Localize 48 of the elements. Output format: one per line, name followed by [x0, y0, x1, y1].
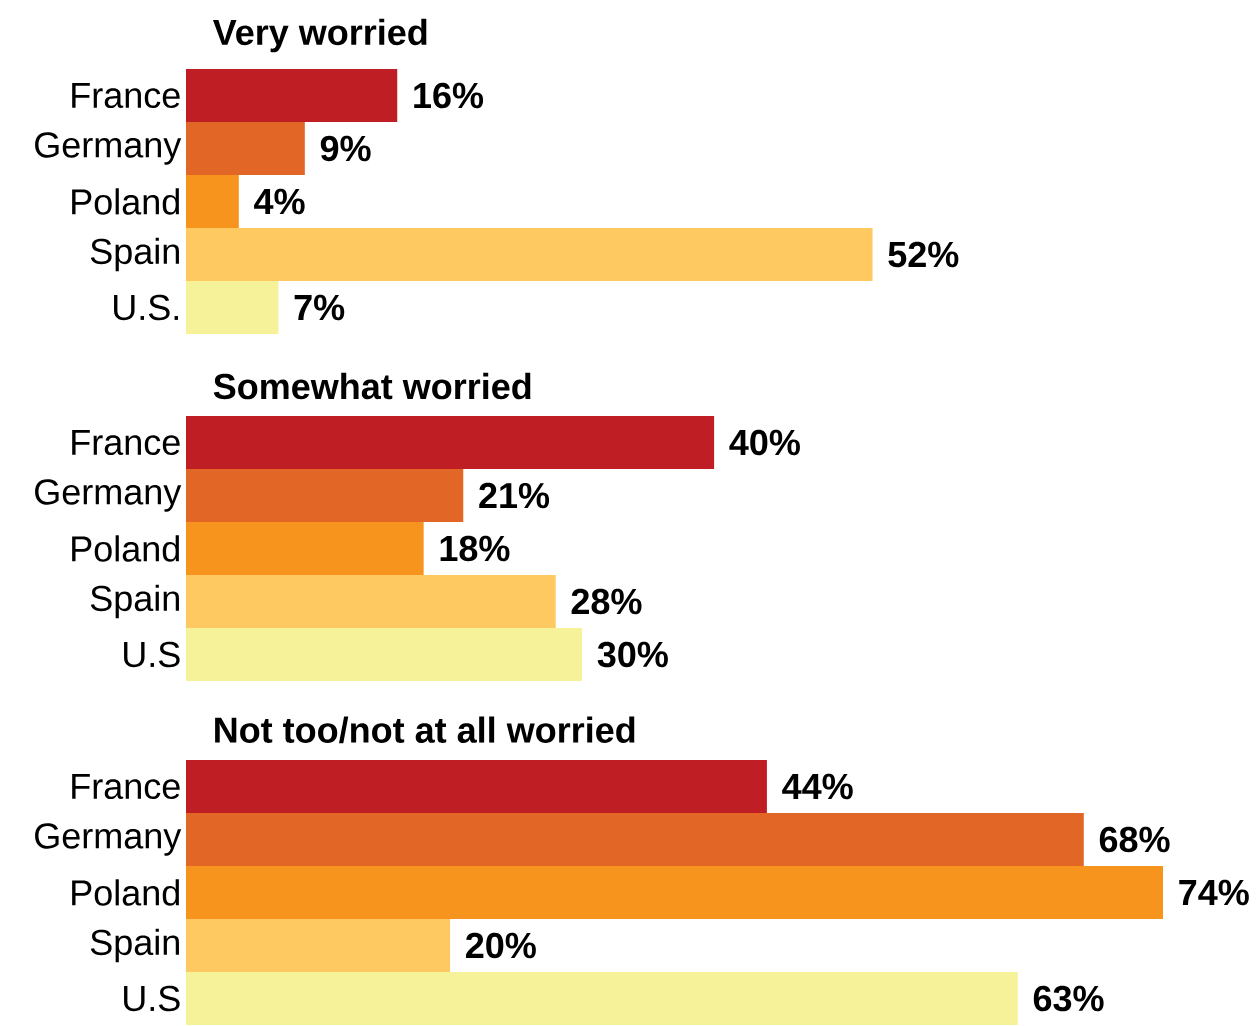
data-label: 30%: [597, 641, 668, 668]
y-tick-label: Germany: [35, 823, 182, 856]
bar: [186, 972, 1018, 1026]
bar: [186, 866, 1163, 920]
y-tick-label: France: [72, 773, 180, 800]
data-label: 52%: [888, 241, 959, 268]
y-tick-label: U.S.: [114, 294, 178, 321]
data-label: 16%: [414, 82, 484, 109]
bar: [186, 122, 305, 175]
y-tick-label: U.S: [124, 641, 180, 668]
bar: [186, 416, 715, 469]
y-tick-label: Germany: [35, 479, 182, 512]
y-tick-label: Spain: [90, 928, 179, 963]
bar: [186, 281, 279, 334]
y-tick-label: France: [72, 429, 180, 456]
chart-title: Not too/not at all worried: [215, 716, 635, 744]
y-tick-label: Poland: [72, 535, 179, 562]
data-label: 4%: [254, 188, 305, 215]
y-tick-label: U.S: [124, 985, 180, 1012]
data-label: 68%: [1099, 826, 1170, 853]
data-label: 40%: [729, 429, 800, 456]
bar: [186, 228, 873, 281]
data-label: 44%: [782, 773, 853, 800]
y-tick-label: Poland: [72, 879, 179, 906]
y-tick-label: Spain: [90, 237, 179, 272]
bar: [186, 760, 767, 814]
bar: [186, 575, 556, 628]
bar: [186, 522, 424, 575]
chart-title: Somewhat worried: [213, 372, 531, 400]
bar: [186, 813, 1084, 867]
data-label: 9%: [320, 135, 371, 162]
data-label: 63%: [1033, 985, 1104, 1012]
bar: [186, 919, 451, 973]
bar: [186, 628, 583, 681]
y-tick-label: Spain: [90, 584, 179, 619]
data-label: 20%: [466, 932, 536, 959]
y-tick-label: France: [72, 82, 180, 109]
bar: [186, 69, 398, 122]
y-tick-label: Germany: [35, 132, 182, 165]
bar: [186, 469, 464, 522]
data-label: 18%: [440, 535, 510, 562]
data-label: 21%: [479, 482, 550, 509]
chart-title: Very worried: [212, 18, 427, 53]
bar: [186, 175, 239, 228]
data-label: 74%: [1179, 879, 1249, 906]
y-tick-label: Poland: [72, 188, 179, 215]
data-label: 28%: [571, 588, 642, 615]
data-label: 7%: [294, 294, 345, 321]
